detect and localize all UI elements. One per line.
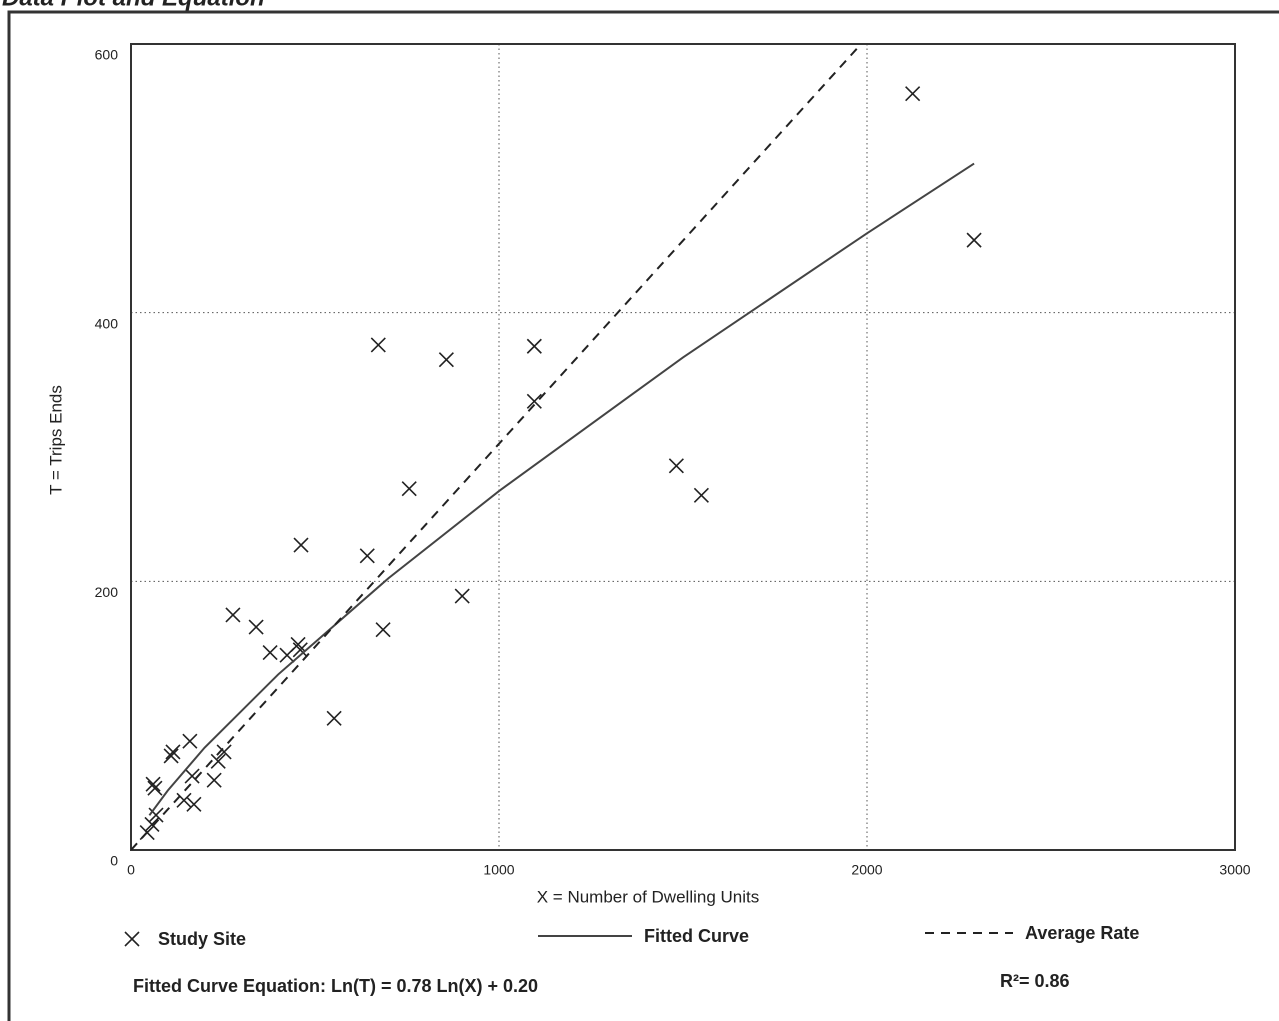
- data-point: [210, 753, 226, 769]
- data-point: [668, 458, 684, 474]
- data-point: [186, 796, 202, 812]
- data-point: [165, 744, 181, 760]
- data-point: [526, 393, 542, 409]
- data-point: [290, 636, 306, 653]
- data-point: [454, 588, 470, 604]
- y-tick-label: 600: [95, 47, 119, 63]
- y-tick-label: 200: [95, 584, 119, 600]
- data-point: [163, 748, 179, 764]
- legend-label: Fitted Curve: [644, 926, 749, 946]
- x-axis-label: X = Number of Dwelling Units: [537, 887, 760, 906]
- data-point: [184, 768, 200, 784]
- series-line: [148, 162, 975, 816]
- data-point: [225, 607, 241, 623]
- y-axis-label: T = Trips Ends: [46, 385, 65, 495]
- legend-label: Study Site: [158, 929, 246, 949]
- data-point: [370, 337, 386, 353]
- chart-title: Data Plot and Equation: [2, 0, 265, 11]
- data-point: [148, 807, 164, 823]
- data-point: [359, 548, 375, 564]
- plot-layer: [131, 44, 982, 850]
- frame: [7, 10, 1279, 1021]
- data-point: [216, 744, 232, 760]
- data-point: [262, 644, 278, 661]
- data-point: [292, 642, 308, 658]
- equation: Fitted Curve Equation: Ln(T) = 0.78 Ln(X…: [133, 976, 538, 996]
- x-tick-label: 0: [127, 862, 135, 878]
- data-point: [145, 776, 161, 792]
- data-point: [375, 622, 391, 638]
- data-point: [693, 487, 709, 503]
- data-point: [182, 733, 198, 749]
- data-point: [144, 816, 160, 833]
- plot-area: [130, 43, 1236, 851]
- data-point: [401, 481, 417, 497]
- series-line: [131, 44, 862, 850]
- data-point: [905, 86, 921, 102]
- legend-marker: [124, 931, 140, 947]
- r-squared: R²= 0.86: [1000, 971, 1070, 991]
- y-tick-label: 400: [95, 315, 119, 331]
- data-point: [966, 232, 982, 248]
- data-point: [526, 338, 542, 354]
- x-tick-label: 3000: [1219, 862, 1250, 878]
- data-point: [438, 352, 454, 368]
- data-point: [248, 619, 264, 635]
- data-point: [293, 537, 309, 553]
- data-point: [326, 710, 342, 726]
- data-point: [147, 780, 163, 796]
- legend-label: Average Rate: [1025, 923, 1139, 943]
- y-tick-label: 0: [110, 853, 118, 869]
- data-point: [206, 772, 222, 788]
- x-tick-label: 1000: [483, 862, 514, 878]
- x-tick-label: 2000: [851, 862, 882, 878]
